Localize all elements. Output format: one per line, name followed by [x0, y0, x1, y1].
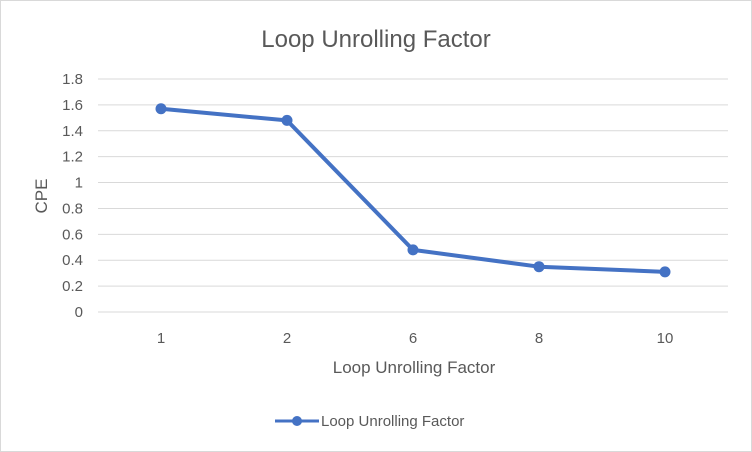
data-point — [407, 244, 419, 256]
legend: Loop Unrolling Factor — [275, 413, 464, 430]
x-axis-ticks: 1 2 6 8 10 — [157, 330, 674, 347]
legend-dot-marker — [292, 416, 302, 426]
series-group — [155, 103, 671, 278]
x-tick-label: 2 — [283, 330, 291, 347]
y-tick-label: 1.4 — [62, 123, 83, 140]
x-tick-label: 10 — [657, 330, 674, 347]
y-tick-label: 1.8 — [62, 71, 83, 88]
gridlines — [98, 78, 728, 313]
y-tick-label: 0.2 — [62, 278, 83, 295]
legend-label: Loop Unrolling Factor — [321, 413, 464, 430]
x-axis-label: Loop Unrolling Factor — [333, 358, 496, 377]
x-tick-label: 8 — [535, 330, 543, 347]
y-tick-label: 0 — [75, 304, 83, 321]
y-axis-ticks: 0 0.2 0.4 0.6 0.8 1 1.2 1.4 1.6 1.8 — [62, 71, 83, 321]
y-tick-label: 0.8 — [62, 200, 83, 217]
x-tick-label: 1 — [157, 330, 165, 347]
y-tick-label: 0.4 — [62, 252, 83, 269]
y-tick-label: 1.6 — [62, 97, 83, 114]
x-tick-label: 6 — [409, 330, 417, 347]
data-point — [659, 266, 671, 278]
data-point — [533, 261, 545, 273]
data-point — [155, 103, 167, 115]
data-point — [281, 114, 293, 126]
y-tick-label: 0.6 — [62, 226, 83, 243]
y-axis-label: CPE — [32, 179, 51, 214]
y-tick-label: 1 — [75, 175, 83, 192]
chart-title: Loop Unrolling Factor — [261, 26, 490, 53]
y-tick-label: 1.2 — [62, 149, 83, 166]
